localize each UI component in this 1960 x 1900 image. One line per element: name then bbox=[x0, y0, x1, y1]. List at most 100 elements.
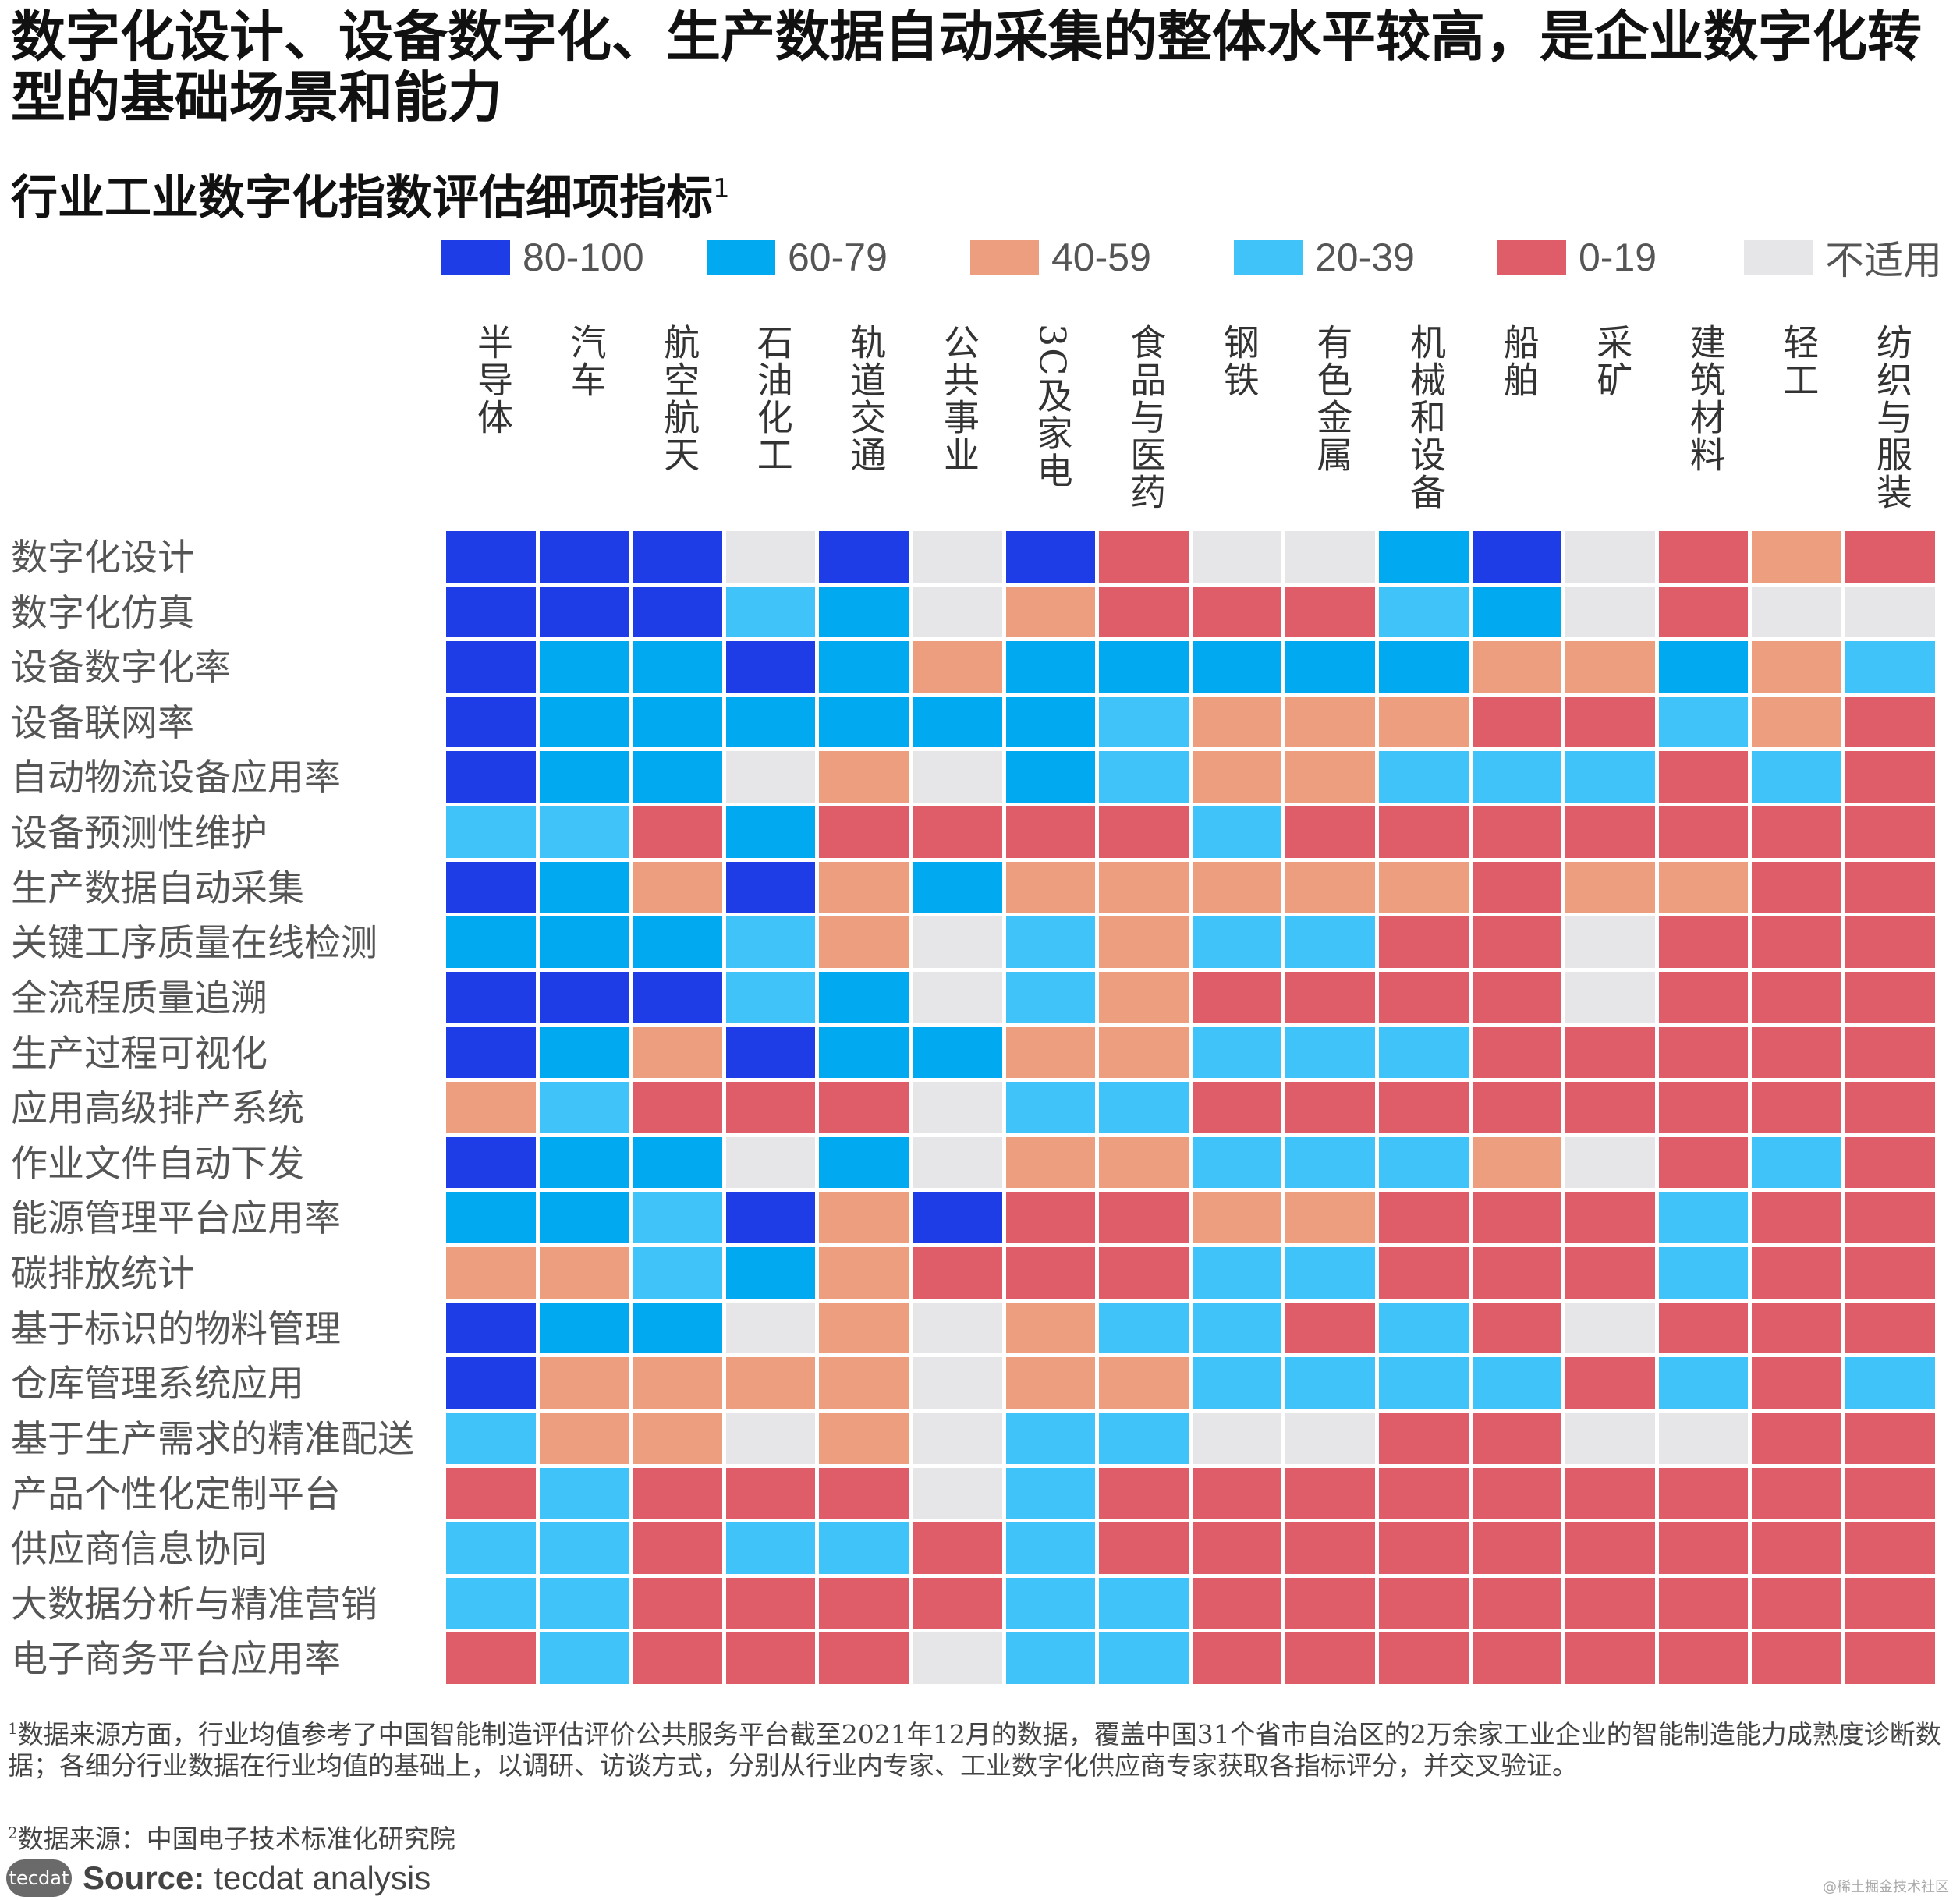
heatmap-cell bbox=[539, 1632, 629, 1684]
heatmap-cell bbox=[1658, 586, 1749, 638]
heatmap-cell bbox=[1005, 751, 1096, 803]
heatmap-cell bbox=[819, 916, 909, 968]
heatmap-cell bbox=[913, 806, 1002, 858]
heatmap-cell bbox=[1845, 971, 1935, 1023]
heatmap-cell bbox=[1192, 1136, 1282, 1189]
heatmap-cell bbox=[446, 1467, 536, 1519]
heatmap-cell bbox=[1379, 806, 1469, 858]
row-label: 作业文件自动下发 bbox=[11, 1142, 304, 1186]
heatmap-cell bbox=[1472, 531, 1562, 583]
heatmap-cell bbox=[1379, 1192, 1469, 1244]
footnote-2-text: 数据来源：中国电子技术标准化研究院 bbox=[17, 1824, 455, 1854]
heatmap-cell bbox=[1379, 1026, 1469, 1079]
heatmap-cell bbox=[1658, 916, 1749, 968]
column-header: 石油化工 bbox=[726, 324, 820, 473]
heatmap-cell bbox=[725, 1577, 816, 1629]
heatmap-cell bbox=[913, 1577, 1002, 1629]
heatmap-cell bbox=[1845, 586, 1935, 638]
legend-label: 0-19 bbox=[1579, 236, 1657, 279]
heatmap-cell bbox=[819, 1247, 909, 1299]
column-header-label: 石油化工 bbox=[751, 324, 794, 473]
heatmap-cell bbox=[1379, 1136, 1469, 1189]
heatmap-cell bbox=[1099, 641, 1189, 693]
heatmap-cell bbox=[539, 1192, 629, 1244]
footnote-1-mark: 1 bbox=[8, 1719, 18, 1738]
heatmap-cell bbox=[446, 1082, 536, 1133]
heatmap-cell bbox=[539, 1467, 629, 1519]
column-header-label: 半导体 bbox=[472, 324, 514, 436]
heatmap-cell bbox=[1565, 1026, 1655, 1079]
heatmap-cell bbox=[1658, 1467, 1749, 1519]
heatmap-cell bbox=[819, 1302, 909, 1354]
heatmap-cell bbox=[1658, 1522, 1749, 1574]
heatmap-cell bbox=[1472, 641, 1562, 693]
row-label: 设备数字化率 bbox=[11, 647, 231, 690]
column-header: 钢铁 bbox=[1193, 324, 1286, 399]
heatmap-cell bbox=[539, 1082, 629, 1133]
heatmap-cell bbox=[819, 641, 909, 693]
heatmap-cell bbox=[633, 806, 722, 858]
heatmap-cell bbox=[1565, 1082, 1655, 1133]
heatmap-cell bbox=[819, 696, 909, 748]
heatmap-cell bbox=[1565, 1136, 1655, 1189]
heatmap-cell bbox=[633, 586, 722, 638]
heatmap-cell bbox=[539, 641, 629, 693]
column-header-label: 轻工 bbox=[1777, 324, 1820, 399]
heatmap-cell bbox=[1752, 696, 1841, 748]
heatmap-cell bbox=[1472, 1302, 1562, 1354]
heatmap-cell bbox=[1005, 861, 1096, 913]
heatmap-cell bbox=[1285, 586, 1375, 638]
heatmap-cell bbox=[1845, 1357, 1935, 1409]
footnote-2: 2数据来源：中国电子技术标准化研究院 bbox=[8, 1817, 1950, 1855]
legend-item: 0-19 bbox=[1497, 234, 1657, 281]
heatmap-cell bbox=[1379, 916, 1469, 968]
heatmap-cell bbox=[725, 1192, 816, 1244]
heatmap-cell bbox=[725, 531, 816, 583]
heatmap-cell bbox=[1658, 696, 1749, 748]
heatmap-cell bbox=[1565, 806, 1655, 858]
heatmap-cell bbox=[1379, 1467, 1469, 1519]
heatmap-cell bbox=[1285, 1082, 1375, 1133]
heatmap-cell bbox=[1099, 1522, 1189, 1574]
row-label: 应用高级排产系统 bbox=[11, 1087, 304, 1131]
heatmap-cell bbox=[1005, 1577, 1096, 1629]
heatmap-cell bbox=[633, 1412, 722, 1464]
heatmap-cell bbox=[1565, 1192, 1655, 1244]
heatmap-cell bbox=[633, 1577, 722, 1629]
heatmap-cell bbox=[1845, 1522, 1935, 1574]
heatmap-cell bbox=[539, 861, 629, 913]
heatmap-cell bbox=[1099, 971, 1189, 1023]
heatmap-cell bbox=[1752, 916, 1841, 968]
heatmap-cell bbox=[1658, 1082, 1749, 1133]
heatmap-cell bbox=[819, 1136, 909, 1189]
legend-label: 40-59 bbox=[1051, 236, 1151, 279]
column-header: 采矿 bbox=[1565, 324, 1659, 399]
heatmap-cell bbox=[539, 531, 629, 583]
heatmap-cell bbox=[1658, 971, 1749, 1023]
heatmap-cell bbox=[1192, 1192, 1282, 1244]
column-header-label: 采矿 bbox=[1591, 324, 1634, 399]
heatmap-cell bbox=[725, 1412, 816, 1464]
heatmap-cell bbox=[1845, 861, 1935, 913]
heatmap-cell bbox=[1845, 1192, 1935, 1244]
heatmap-cell bbox=[446, 586, 536, 638]
heatmap-cell bbox=[1099, 751, 1189, 803]
heatmap-cell bbox=[913, 1632, 1002, 1684]
row-label: 基于生产需求的精准配送 bbox=[11, 1417, 414, 1461]
legend-label: 20-39 bbox=[1315, 236, 1415, 279]
heatmap-cell bbox=[1658, 1136, 1749, 1189]
heatmap-cell bbox=[1752, 751, 1841, 803]
heatmap-cell bbox=[1845, 1247, 1935, 1299]
heatmap-cell bbox=[1752, 1522, 1841, 1574]
heatmap-cell bbox=[1379, 1577, 1469, 1629]
column-header: 汽车 bbox=[540, 324, 633, 399]
heatmap-cell bbox=[633, 1357, 722, 1409]
heatmap-cell bbox=[1658, 1632, 1749, 1684]
heatmap-cell bbox=[819, 971, 909, 1023]
heatmap-cell bbox=[1565, 696, 1655, 748]
column-header: 航空航天 bbox=[633, 324, 726, 473]
heatmap-cell bbox=[725, 586, 816, 638]
heatmap-cell bbox=[1192, 1247, 1282, 1299]
heatmap-cell bbox=[539, 1026, 629, 1079]
heatmap-cell bbox=[1845, 1082, 1935, 1133]
